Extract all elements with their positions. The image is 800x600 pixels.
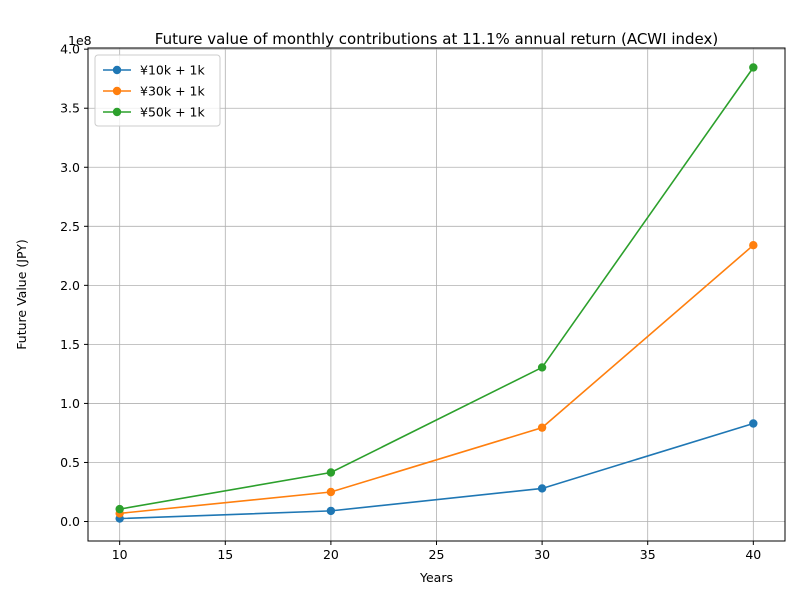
grid-lines [88, 48, 785, 541]
y-tick-label: 0.0 [60, 514, 80, 529]
x-tick-label: 20 [323, 547, 339, 562]
data-point [115, 504, 124, 514]
y-axis-offset-text: 1e8 [68, 33, 92, 48]
y-tick-label: 1.5 [60, 337, 80, 352]
data-point [749, 419, 758, 428]
legend: ¥10k + 1k ¥30k + 1k ¥50k + 1k [94, 54, 221, 127]
data-point [326, 487, 336, 497]
legend-label: ¥50k + 1k [140, 105, 205, 120]
legend-marker [112, 107, 122, 117]
y-axis-label: Future Value (JPY) [14, 239, 29, 349]
x-tick-label: 10 [112, 547, 128, 562]
legend-marker [112, 65, 122, 75]
data-point [537, 484, 547, 493]
y-tick-label: 4.0 [60, 42, 80, 57]
data-point [749, 241, 758, 250]
axis-ticks: 10 15 20 25 30 35 40 0.0 0.5 1.0 1.5 2.0 2.5 3.0 3.5 4.… [60, 42, 761, 562]
series-line [119, 67, 754, 510]
y-tick-label: 3.0 [60, 160, 80, 175]
y-tick-label: 3.5 [60, 101, 80, 116]
x-tick-label: 25 [429, 547, 445, 562]
y-tick-label: 2.0 [60, 278, 80, 293]
legend-label: ¥30k + 1k [140, 84, 205, 99]
data-point [537, 423, 547, 432]
data-point [326, 468, 336, 477]
y-tick-label: 0.5 [60, 455, 80, 470]
legend-label: ¥10k + 1k [140, 63, 205, 78]
y-tick-label: 1.0 [60, 396, 80, 411]
legend-marker [112, 86, 122, 96]
x-tick-label: 15 [217, 547, 233, 562]
legend-box [94, 54, 221, 127]
x-axis-label: Years [419, 570, 453, 585]
series-line [119, 244, 754, 515]
series-lines [115, 63, 758, 523]
data-point [326, 506, 336, 516]
x-tick-label: 35 [640, 547, 656, 562]
y-tick-label: 2.5 [60, 219, 80, 234]
data-point [749, 63, 758, 72]
x-tick-label: 30 [534, 547, 550, 562]
series-line [119, 422, 754, 520]
data-point [537, 363, 547, 372]
x-tick-label: 40 [745, 547, 761, 562]
chart-title: Future value of monthly contributions at… [155, 30, 718, 48]
